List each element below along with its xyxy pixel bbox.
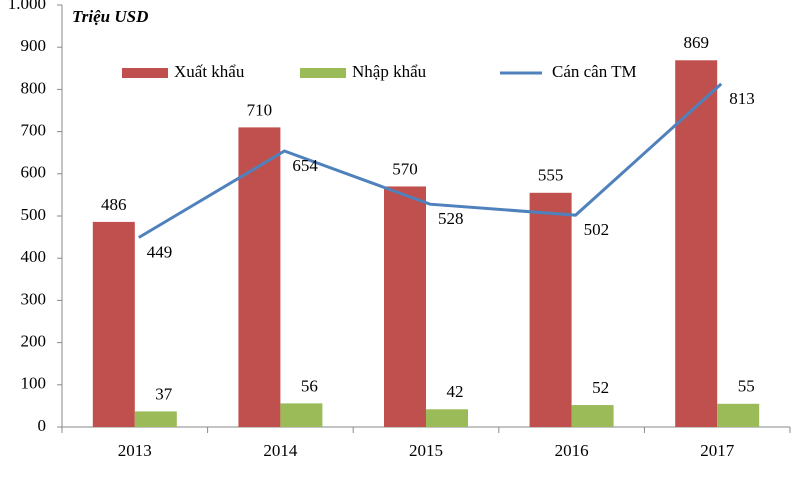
bar [426, 409, 468, 427]
data-label: 37 [155, 384, 173, 403]
line [138, 82, 723, 239]
bar [280, 403, 323, 427]
bar [675, 60, 718, 427]
data-label: 813 [729, 89, 755, 108]
legend-swatch [122, 68, 168, 78]
y-tick-label: 800 [21, 78, 47, 97]
legend-label: Xuất khẩu [174, 62, 245, 81]
bar [134, 411, 177, 427]
data-label: 528 [438, 209, 464, 228]
legend-swatch [300, 68, 346, 78]
y-tick-label: 1.000 [8, 0, 46, 13]
x-tick-label: 2013 [118, 441, 152, 460]
y-tick-label: 500 [21, 205, 47, 224]
x-tick-label: 2017 [700, 441, 735, 460]
bar [92, 221, 135, 427]
data-label: 449 [147, 242, 173, 261]
bar [529, 192, 572, 427]
y-tick-label: 100 [21, 374, 47, 393]
bar [571, 405, 614, 427]
data-label: 55 [738, 377, 755, 396]
bar [717, 403, 760, 427]
data-label: 52 [592, 378, 609, 397]
data-label: 555 [538, 166, 564, 185]
y-tick-label: 400 [21, 247, 47, 266]
x-tick-label: 2016 [555, 441, 589, 460]
data-label: 570 [392, 159, 418, 178]
data-label: 654 [292, 156, 318, 175]
legend-label: Cán cân TM [552, 62, 637, 81]
bar [384, 186, 426, 427]
data-label: 56 [301, 376, 318, 395]
y-tick-label: 600 [21, 163, 47, 182]
y-tick-label: 0 [38, 416, 47, 435]
data-label: 710 [247, 100, 273, 119]
y-tick-label: 900 [21, 36, 47, 55]
x-tick-label: 2015 [409, 441, 443, 460]
y-axis-label: Triệu USD [72, 7, 148, 26]
y-tick-label: 200 [21, 332, 47, 351]
bar [238, 127, 281, 427]
data-label: 869 [683, 33, 709, 52]
data-label: 486 [101, 195, 127, 214]
legend-label: Nhập khẩu [352, 62, 427, 81]
data-label: 42 [447, 382, 464, 401]
x-tick-label: 2014 [263, 441, 298, 460]
data-label: 502 [584, 220, 610, 239]
y-tick-label: 300 [21, 289, 47, 308]
y-tick-label: 700 [21, 121, 47, 140]
